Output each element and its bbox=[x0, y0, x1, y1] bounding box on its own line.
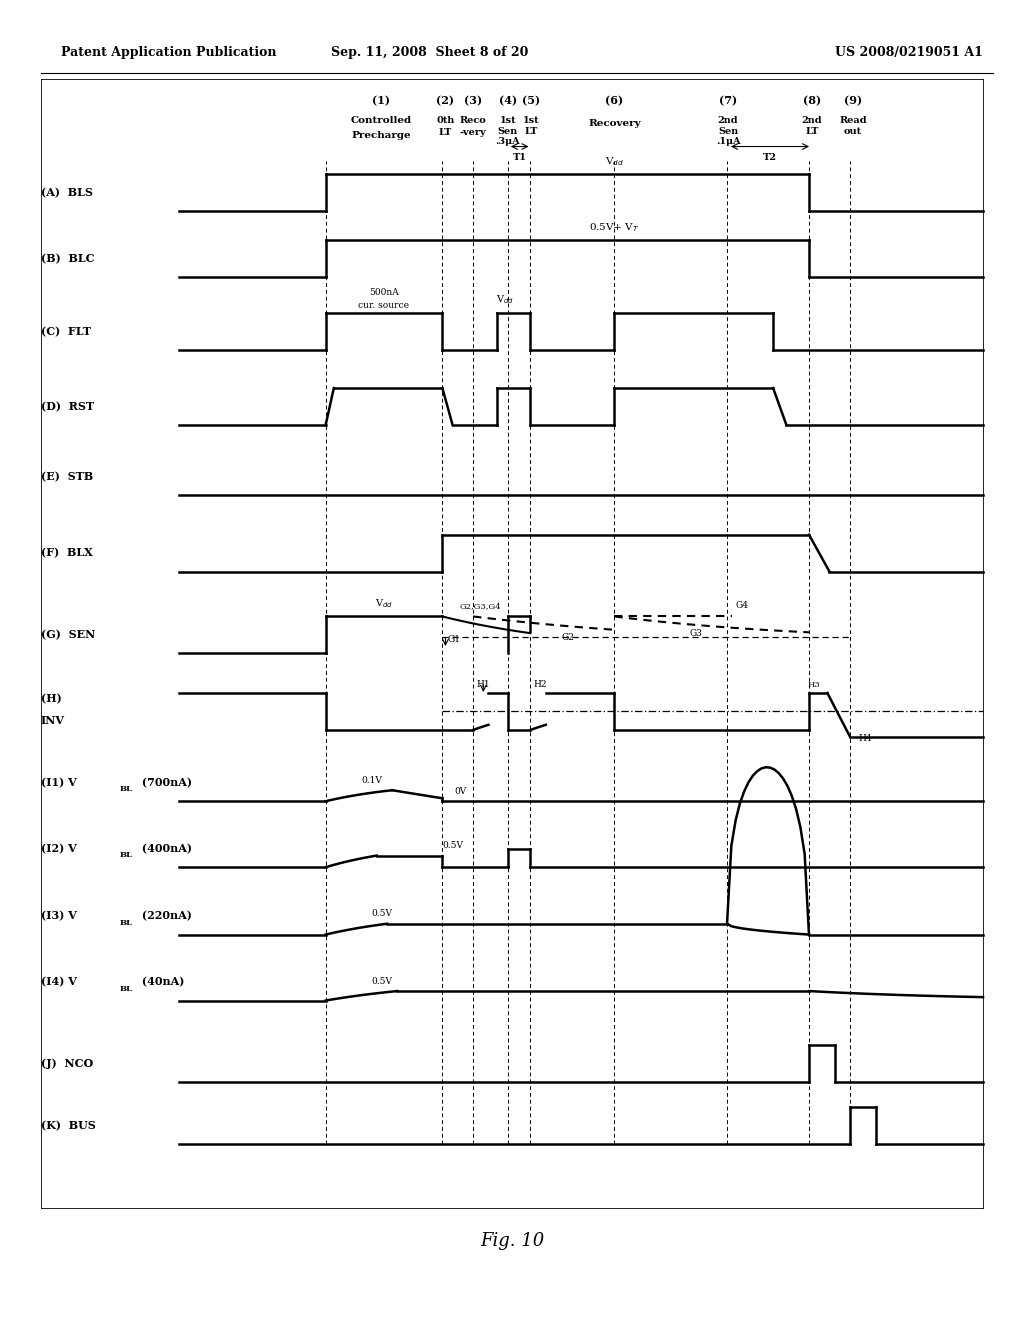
Text: (I2) V: (I2) V bbox=[41, 843, 77, 854]
Text: Fig. 10: Fig. 10 bbox=[480, 1232, 544, 1250]
Text: G4: G4 bbox=[735, 601, 749, 610]
Text: Precharge: Precharge bbox=[351, 131, 411, 140]
Text: G2,G3,G4: G2,G3,G4 bbox=[460, 602, 501, 610]
Text: 0.5V: 0.5V bbox=[442, 841, 463, 850]
Text: 0.5V+ V$_{T}$: 0.5V+ V$_{T}$ bbox=[589, 220, 640, 234]
Text: H4: H4 bbox=[858, 734, 871, 743]
Text: BL: BL bbox=[120, 985, 133, 993]
Text: INV: INV bbox=[41, 715, 65, 726]
Text: G1: G1 bbox=[447, 635, 461, 644]
Text: (4): (4) bbox=[499, 95, 517, 106]
Text: (9): (9) bbox=[844, 95, 862, 106]
Text: (2): (2) bbox=[436, 95, 455, 106]
Text: (B)  BLC: (B) BLC bbox=[41, 253, 94, 264]
Text: (H): (H) bbox=[41, 693, 61, 704]
Text: (I3) V: (I3) V bbox=[41, 911, 77, 921]
Text: (6): (6) bbox=[605, 95, 624, 106]
Text: Sen: Sen bbox=[718, 127, 738, 136]
Text: 2nd: 2nd bbox=[802, 116, 822, 125]
Text: (3): (3) bbox=[464, 95, 482, 106]
Text: (A)  BLS: (A) BLS bbox=[41, 187, 93, 198]
Text: (8): (8) bbox=[803, 95, 821, 106]
Text: .1μA: .1μA bbox=[716, 137, 740, 147]
Text: US 2008/0219051 A1: US 2008/0219051 A1 bbox=[836, 46, 983, 59]
Text: BL: BL bbox=[120, 851, 133, 859]
Text: (5): (5) bbox=[522, 95, 541, 106]
Text: LT: LT bbox=[805, 127, 819, 136]
Text: V$_{dd}$: V$_{dd}$ bbox=[375, 597, 393, 610]
Text: out: out bbox=[844, 127, 862, 136]
Text: Patent Application Publication: Patent Application Publication bbox=[61, 46, 276, 59]
Text: LT: LT bbox=[524, 127, 539, 136]
Text: (I4) V: (I4) V bbox=[41, 977, 77, 987]
Text: V$_{dd}$: V$_{dd}$ bbox=[496, 293, 514, 306]
Text: T1: T1 bbox=[513, 153, 527, 162]
Text: 0V: 0V bbox=[455, 787, 467, 796]
Text: Controlled: Controlled bbox=[350, 116, 412, 125]
Text: (K)  BUS: (K) BUS bbox=[41, 1121, 95, 1131]
Text: Reco: Reco bbox=[460, 116, 486, 125]
Text: BL: BL bbox=[120, 785, 133, 793]
Text: (E)  STB: (E) STB bbox=[41, 471, 93, 482]
Text: (C)  FLT: (C) FLT bbox=[41, 326, 91, 337]
Text: 0.1V: 0.1V bbox=[361, 776, 382, 785]
Text: H2: H2 bbox=[534, 680, 548, 689]
Text: (G)  SEN: (G) SEN bbox=[41, 630, 95, 640]
Text: .3μA: .3μA bbox=[496, 137, 520, 147]
Text: (700nA): (700nA) bbox=[138, 777, 193, 788]
Text: 1st: 1st bbox=[523, 116, 540, 125]
Text: 0.5V: 0.5V bbox=[372, 977, 392, 986]
Text: 500nA: 500nA bbox=[369, 288, 399, 297]
Text: H1: H1 bbox=[476, 680, 490, 689]
Text: (D)  RST: (D) RST bbox=[41, 401, 94, 412]
Text: (400nA): (400nA) bbox=[138, 843, 193, 854]
Text: G3: G3 bbox=[690, 630, 702, 639]
Text: 2nd: 2nd bbox=[718, 116, 738, 125]
Text: (7): (7) bbox=[719, 95, 737, 106]
Text: LT: LT bbox=[438, 128, 453, 137]
Text: (I1) V: (I1) V bbox=[41, 777, 77, 788]
Text: (J)  NCO: (J) NCO bbox=[41, 1059, 93, 1069]
Text: T2: T2 bbox=[763, 153, 777, 162]
Text: cur. source: cur. source bbox=[358, 301, 410, 310]
Text: Sep. 11, 2008  Sheet 8 of 20: Sep. 11, 2008 Sheet 8 of 20 bbox=[332, 46, 528, 59]
Text: Read: Read bbox=[840, 116, 866, 125]
Text: Recovery: Recovery bbox=[588, 119, 641, 128]
Text: (1): (1) bbox=[372, 95, 390, 106]
Text: G2: G2 bbox=[562, 634, 574, 643]
Text: BL: BL bbox=[120, 919, 133, 927]
Text: V$_{dd}$: V$_{dd}$ bbox=[605, 154, 624, 168]
Text: 1st: 1st bbox=[500, 116, 516, 125]
Text: (220nA): (220nA) bbox=[138, 911, 193, 921]
Text: -very: -very bbox=[460, 128, 486, 137]
Text: 0.5V: 0.5V bbox=[372, 909, 392, 919]
Text: Sen: Sen bbox=[498, 127, 518, 136]
Text: (F)  BLX: (F) BLX bbox=[41, 548, 93, 558]
Text: (40nA): (40nA) bbox=[138, 977, 184, 987]
Text: 0th: 0th bbox=[436, 116, 455, 125]
Text: H3: H3 bbox=[808, 681, 820, 689]
